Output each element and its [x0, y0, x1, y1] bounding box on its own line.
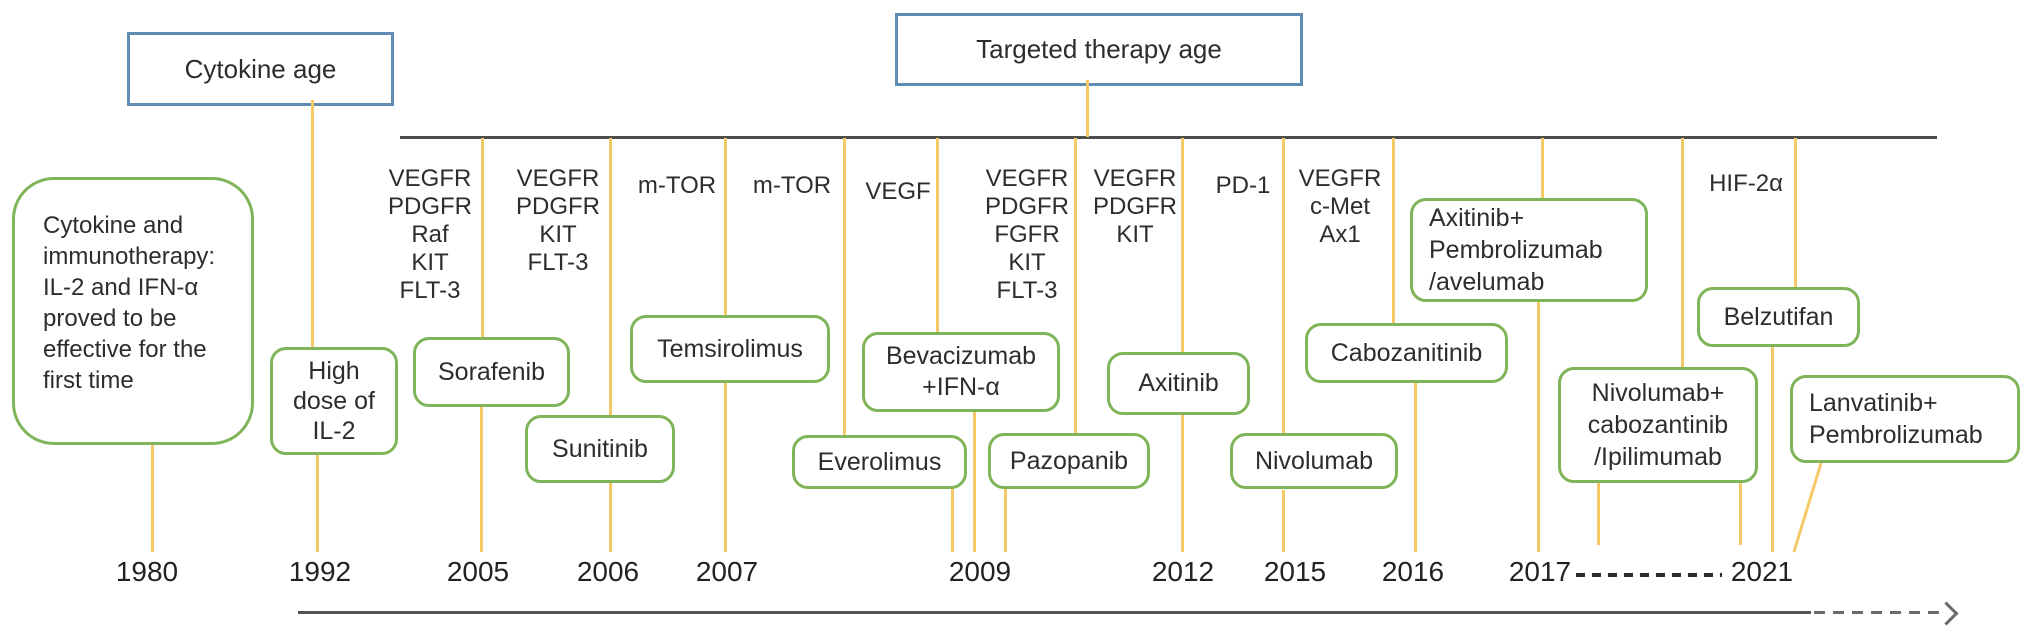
year-label-2009: 2009	[948, 556, 1012, 587]
target-label-everolimus: m-TOR	[752, 172, 832, 199]
drug-box-belzutifan: Belzutifan	[1697, 287, 1860, 347]
drug-label-axitinib: Axitinib	[1138, 369, 1219, 397]
drug-box-axitinib: Axitinib	[1107, 352, 1250, 415]
connector-line-to-everolimus	[843, 138, 846, 435]
connector-everolimus-to-2009	[951, 487, 954, 552]
connector-line-to-pazopanib	[1074, 138, 1077, 433]
drug-box-high-dose-il2: High dose of IL-2	[270, 347, 398, 455]
drug-box-axitinib-pembrolizumab: Axitinib+ Pembrolizumab /avelumab	[1410, 198, 1648, 302]
target-label-temsirolimus: m-TOR	[637, 172, 717, 199]
connector-temsirolimus-to-2007	[724, 383, 727, 552]
connector-nivocabo-to-2021	[1739, 483, 1742, 545]
connector-line-to-axipembro	[1541, 138, 1544, 198]
connector-nivocabo-to-2017	[1597, 483, 1600, 545]
connector-axitinib-to-2012	[1181, 415, 1184, 552]
drug-box-lanvatinib-pembrolizumab: Lanvatinib+ Pembrolizumab	[1790, 375, 2020, 463]
target-label-bevacizumab: VEGF	[865, 178, 931, 205]
target-label-sunitinib: VEGFR PDGFR KIT FLT-3	[516, 165, 600, 276]
connector-line-to-belzutifan	[1794, 138, 1797, 287]
drug-label-lanvatinib-pembrolizumab: Lanvatinib+ Pembrolizumab	[1809, 389, 1983, 449]
drug-label-temsirolimus: Temsirolimus	[657, 334, 803, 363]
drug-box-nivolumab: Nivolumab	[1230, 433, 1398, 489]
target-label-axitinib: VEGFR PDGFR KIT	[1093, 165, 1177, 248]
drug-label-pazopanib: Pazopanib	[1009, 446, 1129, 475]
drug-label-sunitinib: Sunitinib	[552, 434, 648, 463]
connector-line-to-temsirolimus	[724, 138, 727, 315]
connector-line-to-axitinib	[1181, 138, 1184, 352]
target-label-belzutifan: HIF-2α	[1709, 170, 1783, 197]
drug-label-axitinib-pembrolizumab: Axitinib+ Pembrolizumab /avelumab	[1429, 204, 1603, 296]
time-axis-arrowhead-icon	[1934, 601, 1959, 626]
target-label-cabozanitinib: VEGFR c-Met Ax1	[1298, 165, 1382, 248]
drug-box-sunitinib: Sunitinib	[525, 415, 675, 483]
drug-label-cabozanitinib: Cabozanitinib	[1330, 338, 1483, 367]
connector-bevacizumab-to-2009	[973, 410, 976, 552]
year-label-2015: 2015	[1263, 556, 1327, 587]
time-axis-dashed-extension	[1814, 611, 1942, 614]
connector-il2-to-1992	[316, 455, 319, 552]
era-label-targeted-therapy: Targeted therapy age	[976, 34, 1222, 64]
drug-box-nivolumab-cabozantinib: Nivolumab+ cabozantinib /Ipilimumab	[1558, 367, 1758, 483]
drug-label-nivolumab: Nivolumab	[1254, 446, 1374, 475]
drug-box-everolimus: Everolimus	[792, 435, 967, 489]
connector-line-to-nivolumab	[1282, 138, 1285, 433]
drug-label-everolimus: Everolimus	[817, 447, 942, 476]
drug-box-cabozanitinib: Cabozanitinib	[1305, 323, 1508, 383]
year-label-1992: 1992	[288, 556, 352, 587]
connector-sunitinib-to-2006	[609, 483, 612, 552]
drug-label-belzutifan: Belzutifan	[1723, 302, 1834, 331]
connector-lanvatinib-to-2021	[1792, 462, 1823, 553]
connector-pazopanib-to-2009	[1004, 488, 1007, 552]
year-range-dash-2017-2021	[1576, 573, 1722, 577]
connector-line-to-sunitinib	[609, 138, 612, 415]
targeted-era-top-line	[400, 136, 1937, 139]
drug-label-nivolumab-cabozantinib: Nivolumab+ cabozantinib /Ipilimumab	[1587, 379, 1729, 471]
year-label-2016: 2016	[1381, 556, 1445, 587]
year-label-2017: 2017	[1508, 556, 1572, 587]
era-box-cytokine: Cytokine age	[127, 32, 394, 106]
drug-box-sorafenib: Sorafenib	[413, 337, 570, 407]
connector-line-to-cabozanitinib	[1392, 138, 1395, 325]
connector-belzutifan-to-2021	[1771, 347, 1774, 552]
connector-nivolumab-to-2015	[1282, 490, 1285, 552]
connector-sorafenib-to-2005	[480, 407, 483, 552]
connector-cabozanitinib-to-2016	[1414, 383, 1417, 552]
connector-line-to-sorafenib	[481, 138, 484, 337]
year-label-1980: 1980	[115, 556, 179, 587]
drug-label-sorafenib: Sorafenib	[437, 357, 546, 386]
target-label-sorafenib: VEGFR PDGFR Raf KIT FLT-3	[388, 165, 472, 304]
year-label-2006: 2006	[576, 556, 640, 587]
drug-label-high-dose-il2: High dose of IL-2	[292, 357, 375, 445]
era-label-cytokine: Cytokine age	[184, 53, 337, 84]
target-label-nivolumab: PD-1	[1215, 172, 1271, 199]
year-label-2005: 2005	[446, 556, 510, 587]
note-box-cytokine-immunotherapy: Cytokine and immunotherapy: IL-2 and IFN…	[12, 177, 254, 445]
connector-note-to-1980	[151, 445, 154, 552]
connector-line-to-nivocabo	[1681, 138, 1684, 367]
connector-line-to-bevacizumab	[936, 138, 939, 332]
drug-box-temsirolimus: Temsirolimus	[630, 315, 830, 383]
connector-axipembro-to-2017	[1537, 302, 1540, 552]
year-label-2021: 2021	[1730, 556, 1794, 587]
year-label-2012: 2012	[1151, 556, 1215, 587]
time-axis-line	[298, 611, 1811, 614]
drug-box-pazopanib: Pazopanib	[988, 433, 1150, 489]
connector-cytokine-to-il2	[311, 100, 314, 347]
drug-label-bevacizumab-ifn: Bevacizumab +IFN-α	[885, 342, 1037, 401]
target-label-pazopanib: VEGFR PDGFR FGFR KIT FLT-3	[985, 165, 1069, 304]
connector-targeted-to-line	[1086, 80, 1089, 137]
year-label-2007: 2007	[695, 556, 759, 587]
drug-box-bevacizumab-ifn: Bevacizumab +IFN-α	[862, 332, 1060, 412]
era-box-targeted-therapy: Targeted therapy age	[895, 13, 1303, 86]
